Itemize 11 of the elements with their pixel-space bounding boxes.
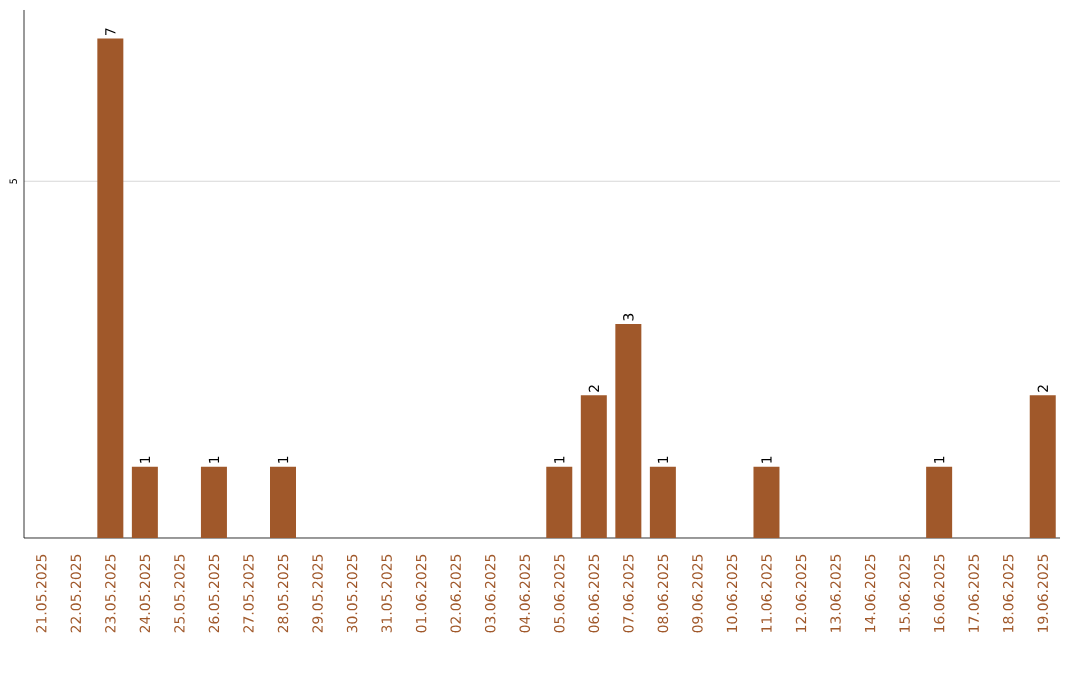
bar [1029,395,1056,538]
bar [649,466,676,538]
bar [131,466,158,538]
bar [546,466,573,538]
bar [926,466,953,538]
bar [580,395,607,538]
bar [615,323,642,538]
bar [200,466,227,538]
bar [270,466,296,538]
bar [753,466,780,538]
bar [97,38,124,538]
